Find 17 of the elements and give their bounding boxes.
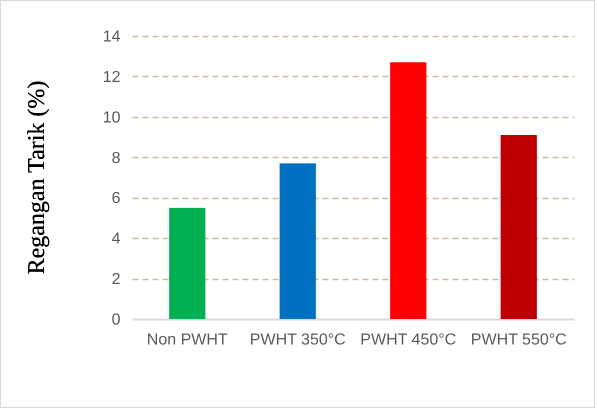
x-tick-label: PWHT 550°C — [470, 332, 567, 348]
y-axis-title: Regangan Tarik (%) — [24, 80, 50, 274]
y-tick-label: 4 — [112, 230, 121, 248]
y-tick-label: 2 — [112, 271, 121, 288]
y-tick-label: 8 — [112, 150, 121, 167]
y-tick-label: 10 — [102, 109, 121, 126]
y-tick-label: 0 — [112, 312, 121, 328]
bar — [169, 208, 206, 319]
bar — [390, 62, 426, 319]
y-tick-label: 14 — [102, 28, 121, 46]
x-tick-label: PWHT 350°C — [250, 332, 346, 348]
y-tick-label: 12 — [102, 68, 121, 86]
y-tick-label: 6 — [112, 190, 121, 208]
bar — [500, 135, 537, 319]
bar — [280, 163, 316, 319]
x-tick-label: Non PWHT — [146, 332, 228, 348]
x-tick-label: PWHT 450°C — [360, 332, 456, 348]
